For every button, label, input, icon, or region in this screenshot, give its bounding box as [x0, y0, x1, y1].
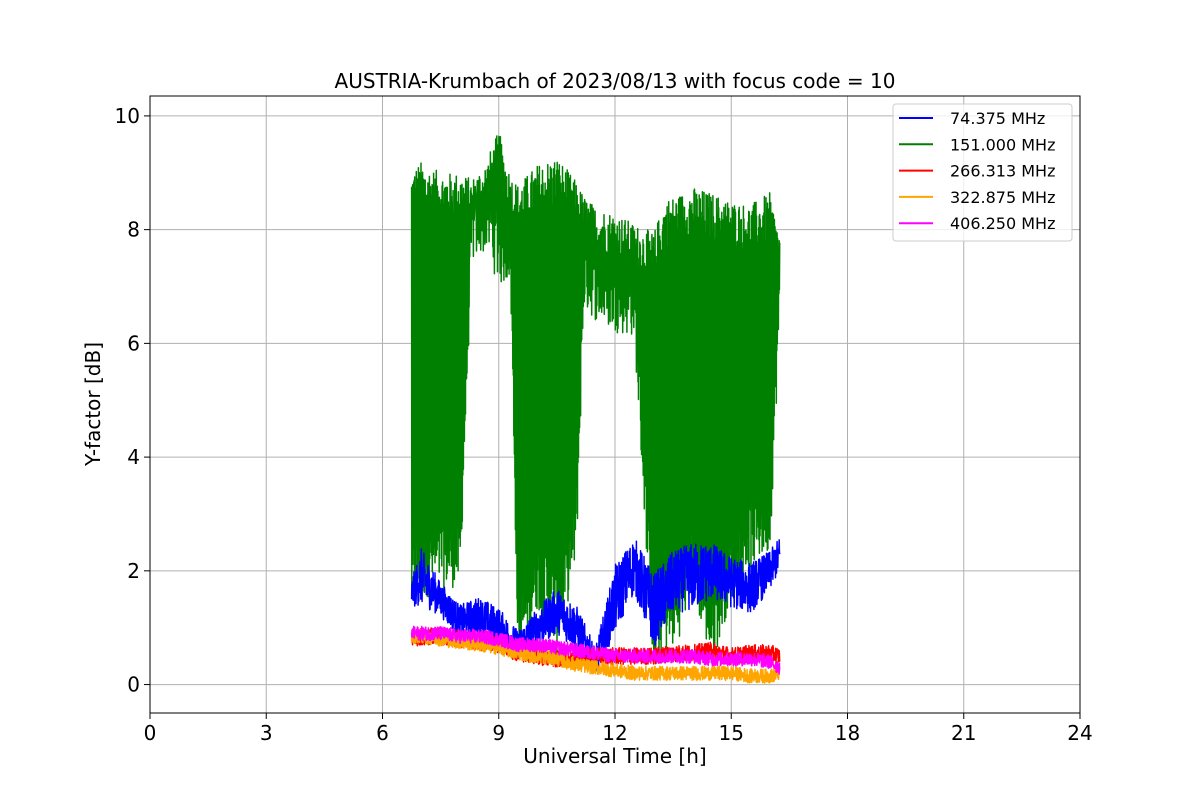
x-axis-label: Universal Time [h]: [523, 744, 706, 768]
y-tick-label: 6: [127, 331, 140, 355]
y-tick-label: 2: [127, 559, 140, 583]
series-line-406-250-mhz: [410, 625, 781, 675]
legend-box: [892, 103, 1073, 242]
legend-entry-label: 322.875 MHz: [950, 188, 1055, 207]
x-tick-label: 3: [260, 721, 273, 745]
y-tick-label: 0: [127, 673, 140, 697]
legend-entry-label: 151.000 MHz: [950, 135, 1055, 154]
y-axis-label: Y-factor [dB]: [81, 342, 105, 467]
x-tick-label: 21: [951, 721, 976, 745]
legend-entry-label: 74.375 MHz: [950, 109, 1045, 128]
plot-series: [410, 135, 781, 684]
series-line-151-000-mhz: [410, 135, 781, 665]
x-tick-label: 18: [835, 721, 860, 745]
legend-entry-label: 406.250 MHz: [950, 214, 1055, 233]
legend-entry-label: 266.313 MHz: [950, 162, 1055, 181]
y-tick-label: 4: [127, 445, 140, 469]
x-tick-label: 6: [376, 721, 389, 745]
x-tick-label: 12: [602, 721, 627, 745]
x-tick-label: 15: [719, 721, 744, 745]
x-tick-label: 24: [1067, 721, 1092, 745]
y-tick-label: 10: [115, 104, 140, 128]
y-tick-label: 8: [127, 218, 140, 242]
chart-title: AUSTRIA-Krumbach of 2023/08/13 with focu…: [335, 69, 896, 93]
x-tick-label: 9: [492, 721, 505, 745]
x-tick-label: 0: [144, 721, 157, 745]
legend: 74.375 MHz 151.000 MHz 266.313 MHz 322.875 …: [892, 103, 1073, 242]
